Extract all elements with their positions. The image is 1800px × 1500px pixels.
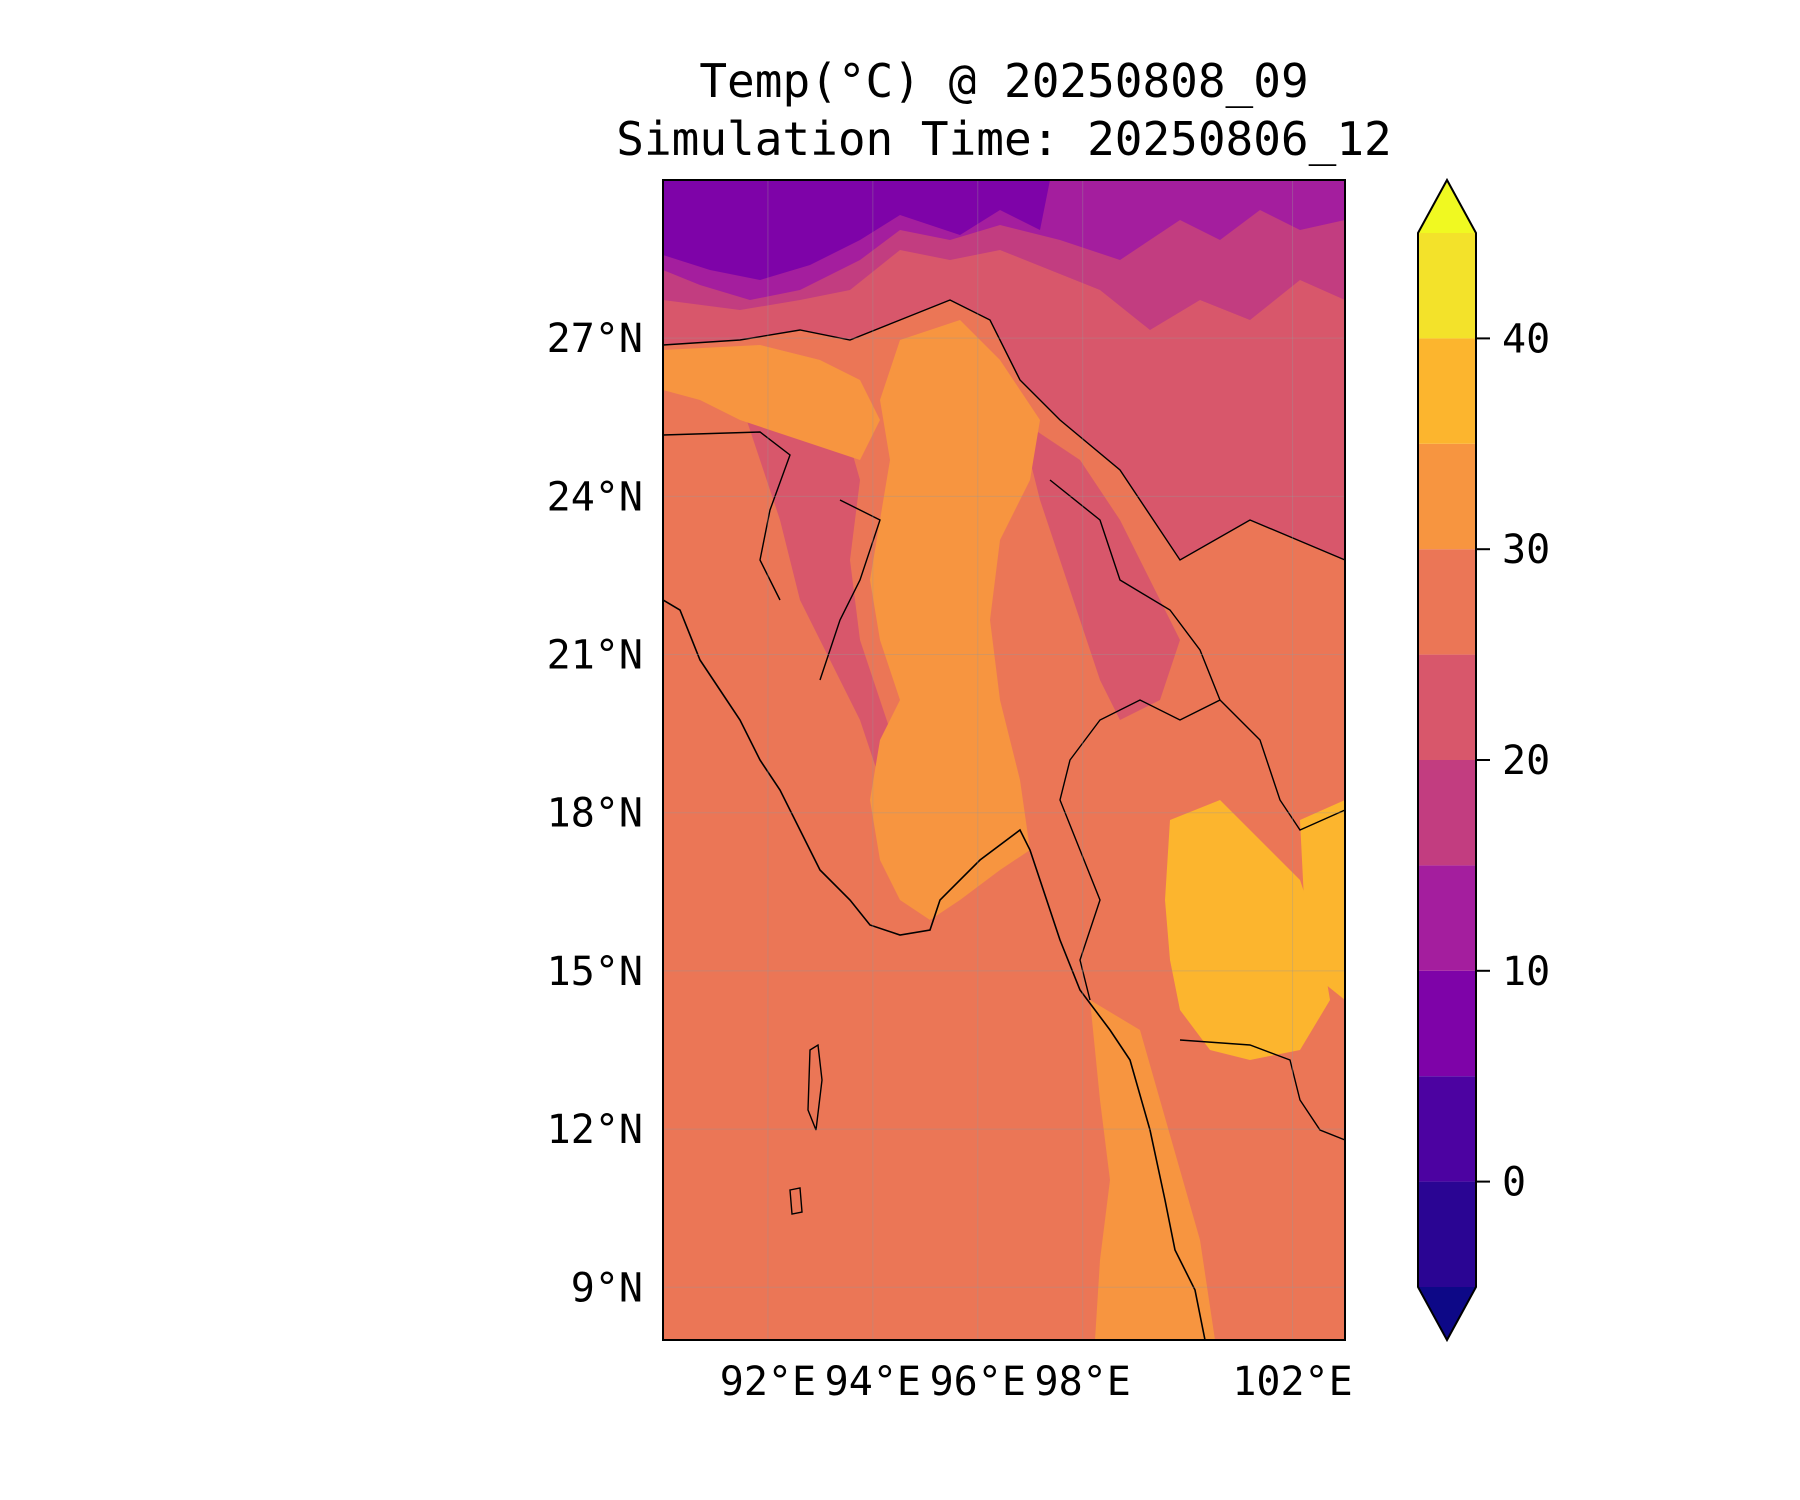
myanmar-east-border [1049,479,1221,1001]
latitude-tick-label: 21°N [547,633,643,679]
northern-border [663,299,1345,561]
latitude-tick-label: 27°N [547,316,643,362]
longitude-tick-label: 102°E [1232,1359,1352,1405]
temperature-map [663,180,1345,1340]
colorbar-level [1418,760,1476,866]
latitude-tick-label: 15°N [547,949,643,995]
thailand-border [1219,699,1345,831]
longitude-tick-label: 94°E [825,1359,921,1405]
colorbar-tick-label: 40 [1502,316,1550,362]
latitude-tick-label: 12°N [547,1107,643,1153]
colorbar-level [1418,1181,1476,1287]
colorbar-over-triangle [1418,180,1476,233]
colorbar-outline [1417,177,1477,1343]
map-frame [662,179,1346,1341]
latitude-tick-label: 18°N [547,791,643,837]
colorbar-level [1418,338,1476,444]
colorbar-under-triangle [1418,1287,1476,1340]
title-line-1: Temp(°C) @ 20250808_09 [699,54,1308,108]
colorbar-tick-label: 10 [1502,949,1550,995]
island-outline [789,1187,803,1215]
latitude-tick-label: 24°N [547,474,643,520]
india-border [819,499,881,681]
latitude-tick-label: 9°N [571,1265,643,1311]
western-hills [740,380,900,780]
colorbar-level [1418,233,1476,339]
longitude-tick-label: 98°E [1035,1359,1131,1405]
central-lowland [870,320,1040,920]
longitude-tick-label: 96°E [930,1359,1026,1405]
colorbar-level [1418,970,1476,1077]
thailand-hot-plain [1165,800,1330,1060]
colorbar: 0 10 20 30 40 [1417,177,1550,1343]
colorbar-level [1418,549,1476,655]
northern-ice-band [663,180,1050,280]
longitude-tick-labels: 92°E 94°E 96°E 98°E 102°E [720,1359,1353,1405]
eastern-hills [1020,420,1180,720]
coastline [663,599,1206,1340]
andaman-island [790,1188,802,1214]
latitude-tick-labels: 27°N 24°N 21°N 18°N 15°N 12°N 9°N [547,316,643,1311]
colorbar-tick-label: 0 [1502,1160,1526,1206]
northern-valley [663,345,880,460]
colorbar-level [1418,654,1476,760]
island-outline [807,1043,823,1131]
southeast-border [1179,1039,1345,1141]
colorbar-tick-label: 30 [1502,527,1550,573]
title-line-2: Simulation Time: 20250806_12 [616,112,1391,166]
longitude-tick-label: 92°E [720,1359,816,1405]
gridlines [663,180,1345,1340]
colorbar-level [1418,1076,1476,1182]
southern-peninsula [1090,1000,1215,1340]
colorbar-level [1418,443,1476,550]
western-border [663,431,791,601]
colorbar-tick-label: 20 [1502,738,1550,784]
eastern-hot-area [1300,800,1345,1000]
colorbar-level [1418,865,1476,971]
